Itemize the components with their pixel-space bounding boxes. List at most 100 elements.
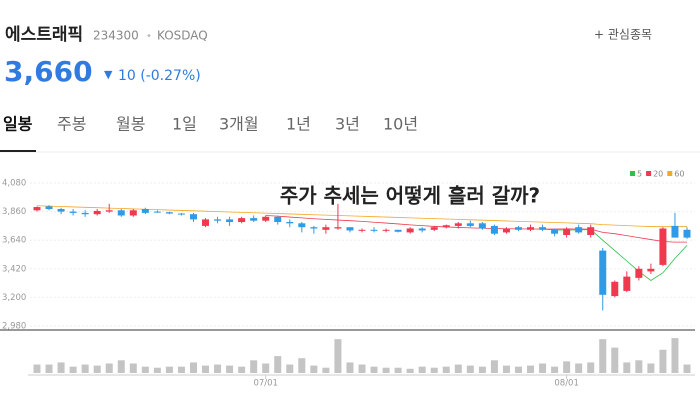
volume-bar [671, 338, 679, 373]
volume-bar [382, 367, 390, 373]
legend-swatch [667, 171, 673, 176]
y-tick-label: 3,640 [2, 236, 26, 246]
candle-body [262, 216, 270, 221]
volume-bar [394, 367, 402, 373]
candle-body [563, 228, 571, 235]
candle-body [502, 228, 510, 233]
legend-swatch [630, 171, 635, 176]
volume-bar [370, 366, 378, 373]
candle-body [57, 209, 65, 212]
candle-body [322, 227, 330, 230]
candle-body [551, 229, 559, 234]
volume-bar [502, 365, 510, 373]
candle-body [442, 225, 450, 228]
volume-bar [141, 366, 149, 373]
candle-body [514, 227, 522, 230]
volume-bar [647, 363, 655, 373]
candle-body [671, 225, 679, 238]
candle-body [274, 216, 282, 222]
candle-body [430, 227, 438, 230]
volume-bar [189, 362, 197, 373]
candle-body [105, 210, 113, 212]
candle-body [238, 218, 246, 222]
candle-body [33, 207, 41, 211]
candle-body [177, 213, 185, 215]
volume-bar [466, 365, 474, 373]
volume-bar [81, 364, 89, 373]
tab[interactable]: 3년 [335, 115, 360, 134]
candle-body [286, 222, 294, 224]
volume-bar [539, 363, 547, 373]
volume-bar [406, 368, 414, 373]
volume-bar [478, 366, 486, 373]
tab[interactable]: 1년 [286, 115, 311, 134]
volume-bar [358, 364, 366, 373]
candle-body [635, 268, 643, 278]
volume-bar [490, 360, 498, 373]
candle-body [370, 229, 378, 231]
change-arrow: ▼ [104, 68, 113, 81]
legend-swatch [646, 171, 652, 176]
volume-bar [33, 364, 41, 373]
change: 10 (-0.27%) [118, 68, 201, 84]
volume-bar [262, 363, 270, 373]
volume-bar [623, 362, 631, 373]
tab[interactable]: 주봉 [57, 115, 86, 134]
candle-body [141, 209, 149, 213]
volume-bar [69, 366, 77, 373]
volume-bar [322, 367, 330, 373]
tab[interactable]: 일봉 [3, 115, 33, 134]
volume-bar [527, 365, 535, 373]
volume-bar [659, 349, 667, 373]
y-tick-label: 4,080 [2, 179, 26, 189]
volume-bar [430, 367, 438, 373]
volume-bar [551, 366, 559, 373]
y-tick-label: 3,860 [2, 207, 26, 217]
candle-body [490, 225, 498, 234]
watch-button[interactable]: + 관심종목 [594, 28, 652, 42]
volume-bar [153, 367, 161, 373]
market: KOSDAQ [157, 29, 208, 43]
tab[interactable]: 1일 [172, 115, 197, 134]
volume-bar [599, 339, 607, 373]
volume-bar [611, 347, 619, 373]
candle-body [93, 210, 101, 215]
candle-body [69, 211, 77, 213]
volume-bar [57, 362, 65, 373]
candle-body [647, 268, 655, 272]
candle-body [214, 219, 222, 221]
candle-body [599, 250, 607, 295]
volume-bar [105, 363, 113, 373]
candle-body [358, 229, 366, 231]
candle-body [406, 228, 414, 233]
volume-bar [442, 366, 450, 373]
x-tick-label: 07/01 [253, 379, 278, 389]
volume-bar [514, 366, 522, 373]
candle-body [334, 227, 342, 229]
tab-underline [0, 150, 36, 152]
volume-bar [575, 363, 583, 373]
tab[interactable]: 3개월 [219, 115, 259, 134]
y-tick-label: 2,980 [2, 322, 26, 332]
candle-body [226, 219, 234, 222]
candle-body [587, 227, 595, 235]
tab[interactable]: 10년 [383, 115, 418, 134]
volume-bar [334, 339, 342, 373]
volume-bar [129, 363, 137, 373]
chart: 4,080 3,860 3,640 3,420 3,200 2,980 07/01 08/01… [0, 170, 695, 389]
tab[interactable]: 월봉 [116, 115, 145, 134]
candle-body [611, 281, 619, 297]
volume-bar [165, 366, 173, 373]
candle-body [478, 223, 486, 229]
volume-bar [274, 356, 282, 373]
candle-body [250, 218, 258, 221]
volume-bar [286, 364, 294, 373]
candle-body [659, 228, 667, 265]
volume-bar [310, 365, 318, 373]
volume-bar [635, 360, 643, 373]
candle-body [165, 212, 173, 214]
candle-body [153, 211, 161, 213]
candle-body [346, 227, 354, 231]
candle-body [683, 229, 691, 238]
